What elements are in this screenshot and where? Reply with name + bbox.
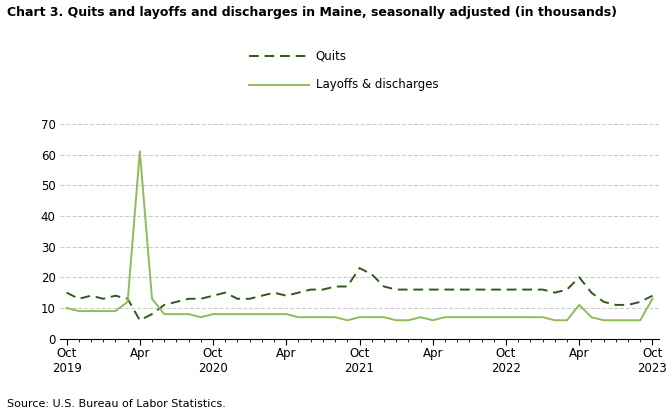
Text: Quits: Quits (316, 49, 347, 62)
Text: Layoffs & discharges: Layoffs & discharges (316, 78, 438, 91)
Text: Source: U.S. Bureau of Labor Statistics.: Source: U.S. Bureau of Labor Statistics. (7, 399, 226, 409)
Text: Chart 3. Quits and layoffs and discharges in Maine, seasonally adjusted (in thou: Chart 3. Quits and layoffs and discharge… (7, 6, 617, 19)
